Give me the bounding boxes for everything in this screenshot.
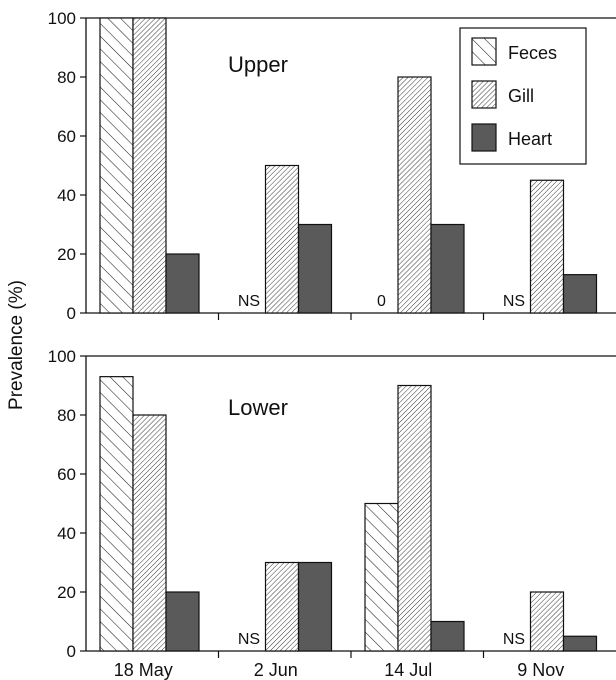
bar-gill-9-nov [529,179,565,314]
y-tick-label: 0 [67,304,76,323]
bar-gill-18-may [132,17,167,314]
legend-swatch-gill [471,80,497,109]
legend-label-heart: Heart [508,129,552,149]
annotation-ns-9-nov: NS [503,631,525,648]
y-tick-label: 40 [57,186,76,205]
bar-gill-18-may [132,414,167,652]
bar-gill-9-nov [529,591,565,652]
y-tick-label: 100 [48,347,76,366]
panel-lower: 0 20 40 60 80 100 18 May 2 Jun 14 Jul 9 Nov NS NS Lo… [48,347,616,680]
legend: Feces Gill Heart [459,27,587,165]
y-tick-label: 40 [57,524,76,543]
y-tick-label: 20 [57,245,76,264]
bar-gill-14-jul [397,384,432,652]
y-tick-label: 100 [48,9,76,28]
y-tick-label: 60 [57,465,76,484]
bar-heart-9-nov [562,274,598,314]
y-tick-label: 80 [57,406,76,425]
x-tick-label-14-jul: 14 Jul [384,660,432,680]
panel-label-upper: Upper [228,52,288,77]
legend-swatch-feces [471,37,497,66]
y-axis-label: Prevalence (%) [6,280,27,410]
bar-heart-9-nov [562,635,598,652]
bar-gill-2-jun [264,164,300,314]
panel-upper: 0 20 40 60 80 100 NS 0 NS Upper Feces Gill Heart [48,9,616,323]
bar-heart-18-may [165,591,200,652]
bar-gill-2-jun [264,561,300,652]
legend-label-feces: Feces [508,43,557,63]
annotation-0-14-jul: 0 [377,293,386,310]
legend-swatch-heart [471,123,497,152]
bar-heart-18-may [165,253,200,314]
bar-heart-14-jul [430,223,465,314]
bar-gill-14-jul [397,76,432,314]
annotation-ns-9-nov: NS [503,293,525,310]
bar-feces-18-may [99,17,134,314]
bar-feces-14-jul [364,502,399,652]
legend-label-gill: Gill [508,86,534,106]
y-tick-label: 60 [57,127,76,146]
y-tick-label: 0 [67,642,76,661]
bar-feces-18-may [99,376,134,652]
panel-label-lower: Lower [228,395,288,420]
x-tick-label-9-nov: 9 Nov [517,660,564,680]
bar-heart-14-jul [430,620,465,652]
annotation-ns-2-jun: NS [238,293,260,310]
bar-heart-2-jun [297,561,333,652]
x-tick-label-18-may: 18 May [114,660,173,680]
bar-heart-2-jun [297,223,333,314]
annotation-ns-2-jun: NS [238,631,260,648]
x-tick-label-2-jun: 2 Jun [254,660,298,680]
y-tick-label: 20 [57,583,76,602]
y-tick-label: 80 [57,68,76,87]
chart-panels: 0 20 40 60 80 100 NS 0 NS Upper Feces Gill Heart 0 20 4… [48,9,616,680]
